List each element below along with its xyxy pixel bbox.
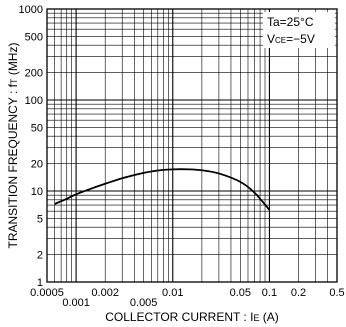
y-tick-label: 50 (31, 122, 43, 134)
x-tick-label: 0.002 (91, 287, 119, 299)
y-tick-label: 1 (37, 277, 43, 289)
x-tick-label: 0.05 (230, 287, 251, 299)
y-tick-label: 10 (31, 186, 43, 198)
series-line-0 (54, 168, 271, 211)
x-tick-label: 0.2 (291, 287, 306, 299)
y-tick-label: 500 (25, 31, 43, 43)
x-tick-label: 0.5 (329, 287, 344, 299)
x-tick-label: 0.005 (130, 297, 158, 309)
y-tick-label: 5 (37, 213, 43, 225)
plot-frame (46, 8, 338, 283)
y-axis-label: TRANSITION FREQUENCY : fT (MHz) (6, 43, 20, 249)
y-tick-label: 20 (31, 159, 43, 171)
y-tick-label: 1000 (19, 4, 43, 16)
x-tick-label: 0.001 (62, 297, 90, 309)
condition-voltage: VCE=−5V (267, 32, 315, 46)
grid (47, 9, 337, 282)
condition-temperature: Ta=25°C (267, 15, 314, 29)
y-tick-label: 100 (25, 95, 43, 107)
y-tick-label: 200 (25, 68, 43, 80)
y-tick-label: 2 (37, 250, 43, 262)
x-tick-label: 0.0005 (30, 287, 64, 299)
x-axis-label: COLLECTOR CURRENT : IE (A) (105, 310, 279, 324)
x-tick-label: 0.1 (262, 287, 277, 299)
x-tick-label: 0.01 (162, 287, 183, 299)
conditions-box-background (263, 12, 335, 48)
y-tick-labels: 1 2 5 10 20 50 100 200 500 1000 (19, 4, 43, 289)
x-tick-labels: 0.0005 0.002 0.01 0.05 0.1 0.2 0.5 0.001 0.005 (30, 287, 344, 309)
series-layer (54, 168, 271, 211)
